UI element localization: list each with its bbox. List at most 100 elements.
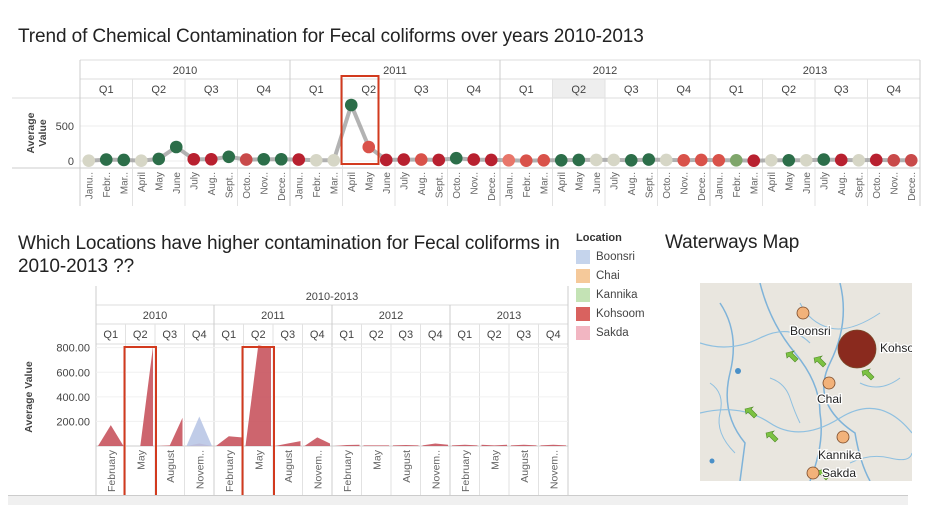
quarter-header: Q3 — [834, 84, 849, 96]
quarter-header: Q4 — [676, 84, 691, 96]
data-point — [344, 98, 358, 112]
data-point — [502, 154, 516, 167]
data-point — [904, 154, 918, 167]
month-label: Febr.. — [732, 172, 743, 198]
data-point — [99, 153, 113, 166]
data-point — [134, 154, 148, 167]
location-area-chart: 2010-2013 2010 Q1 Q2 Q3 Q4 2011 Q1 Q2 Q3 Q4 2012 Q1 Q… — [23, 286, 569, 497]
month-label: Dece.. — [277, 172, 288, 201]
month-label: May — [154, 172, 165, 191]
location-label: Kohsoom — [880, 341, 912, 355]
data-point — [677, 154, 691, 167]
lake — [709, 458, 715, 464]
month-label: Janu.. — [714, 172, 725, 199]
month-label: June — [592, 172, 603, 194]
data-point — [397, 153, 411, 166]
location-label: Chai — [817, 392, 842, 406]
data-point — [222, 150, 236, 164]
month-label: Octo.. — [872, 172, 883, 199]
data-point — [624, 154, 638, 167]
data-point — [117, 153, 131, 167]
location-marker — [836, 430, 850, 444]
quarter-header: Q2 — [487, 329, 502, 341]
river-line — [759, 283, 822, 481]
data-point — [869, 153, 883, 167]
data-point — [274, 152, 288, 166]
chart-2-title: Which Locations have higher contaminatio… — [18, 233, 560, 277]
month-label: Aug.. — [207, 172, 218, 195]
data-point — [204, 152, 218, 166]
month-label: Novem.. — [194, 450, 206, 489]
month-label: June — [172, 172, 183, 194]
quarter-header: Q2 — [151, 84, 166, 96]
data-point — [764, 154, 778, 167]
legend-label: Sakda — [596, 326, 629, 339]
data-point — [379, 153, 393, 167]
quarter-header: Q2 — [133, 329, 148, 341]
data-point — [519, 154, 533, 167]
legend-swatch — [576, 249, 590, 264]
area-segment — [127, 346, 153, 446]
month-label: Nov.. — [469, 172, 480, 195]
month-label: Dece.. — [487, 172, 498, 201]
trend-dot-chart: 2010 Q1 Q2 Q3 Q4 2011 Q1 Q2 Q3 Q4 2012 Q1 Q2 Q3 Q4 2013… — [12, 59, 921, 206]
year-header: 2010 — [173, 65, 197, 77]
quarter-header: Q1 — [729, 84, 744, 96]
river-line — [823, 283, 871, 481]
data-point — [712, 154, 726, 167]
quarter-header: Q3 — [624, 84, 639, 96]
data-point — [817, 153, 831, 166]
y-tick-label: 200.00 — [56, 416, 90, 428]
month-label: Febr.. — [102, 172, 113, 198]
data-point — [799, 154, 813, 167]
quarter-header: Q3 — [280, 329, 295, 341]
legend-title: Location — [576, 232, 622, 244]
y-tick-label: 0 — [68, 156, 74, 168]
month-label: Nov.. — [679, 172, 690, 195]
quarter-header: Q3 — [162, 329, 177, 341]
data-point — [887, 154, 901, 167]
month-label: Janu.. — [294, 172, 305, 199]
y-tick-label: 500 — [56, 121, 74, 133]
area-segment — [186, 416, 212, 446]
month-label: April — [137, 172, 148, 192]
location-legend: Location Boonsri Chai Kannika Kohsoom Sakda — [576, 232, 666, 342]
area-segment — [363, 445, 389, 446]
legend-item[interactable]: Kannika — [576, 285, 666, 304]
month-label: May — [489, 449, 501, 470]
legend-item[interactable]: Chai — [576, 266, 666, 285]
month-label: Novem.. — [312, 450, 324, 489]
month-label: February — [106, 449, 118, 492]
legend-swatch — [576, 306, 590, 321]
location-label: Sakda — [822, 466, 856, 480]
data-point — [607, 153, 621, 167]
quarter-header: Q3 — [204, 84, 219, 96]
month-label: Janu.. — [504, 172, 515, 199]
data-point — [309, 154, 323, 167]
month-label: Dece.. — [907, 172, 918, 201]
area-segment — [481, 444, 507, 446]
quarter-header: Q2 — [361, 84, 376, 96]
year-header: 2011 — [383, 65, 407, 77]
quarter-header: Q4 — [428, 329, 443, 341]
quarter-header: Q1 — [457, 329, 472, 341]
data-point — [257, 152, 271, 166]
legend-item[interactable]: Sakda — [576, 323, 666, 342]
waterways-map[interactable]: Boonsri Kohsoom Chai Kannika Sakda — [700, 283, 912, 481]
data-point — [449, 151, 463, 165]
month-label: May — [371, 449, 383, 470]
month-label: Sept.. — [854, 172, 865, 198]
year-header: 2013 — [803, 65, 827, 77]
area-segment — [275, 441, 301, 446]
quarter-header: Q1 — [519, 84, 534, 96]
quarter-header: Q2 — [571, 84, 586, 96]
data-point — [414, 153, 428, 166]
horizontal-scrollbar[interactable] — [8, 495, 908, 505]
legend-item[interactable]: Boonsri — [576, 247, 666, 266]
location-label: Kannika — [818, 448, 862, 462]
location-marker — [806, 466, 820, 480]
data-point — [589, 153, 603, 167]
legend-item[interactable]: Kohsoom — [576, 304, 666, 323]
month-label: Novem.. — [548, 450, 560, 489]
data-point — [554, 154, 568, 167]
